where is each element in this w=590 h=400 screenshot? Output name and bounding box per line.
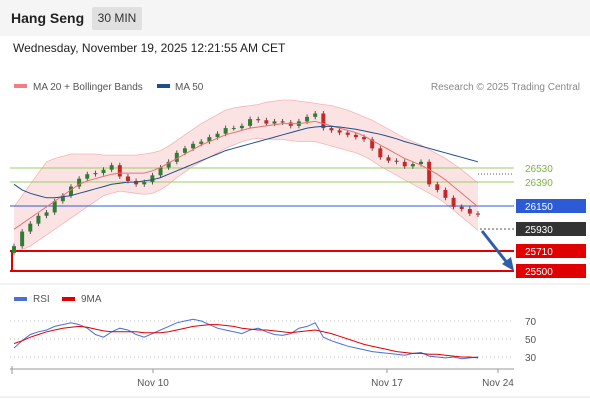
candle-body [467, 209, 472, 214]
watermark: Research © 2025 Trading Central [431, 82, 580, 93]
candle-body [443, 189, 448, 198]
candle-body [370, 139, 375, 149]
candle-body [77, 178, 82, 187]
candle-body [337, 130, 342, 133]
candle-body [125, 176, 130, 181]
candle-body [207, 137, 212, 142]
chart-header: Hang Seng 30 MIN [0, 0, 590, 36]
candle-body [12, 246, 16, 253]
level-label-1: 26390 [525, 178, 553, 189]
candle-body [142, 182, 147, 185]
rsi-line [13, 318, 479, 360]
instrument-title: Hang Seng [11, 10, 85, 26]
candle-body [321, 113, 326, 129]
candle-body [134, 180, 139, 185]
rsi-legend-swatch-0 [14, 297, 27, 301]
candle-body [44, 212, 49, 216]
candle-body [256, 119, 261, 121]
bb-lower-line [13, 137, 479, 253]
candle-body [101, 169, 106, 174]
candle-body [85, 174, 90, 179]
level-label-4: 25710 [525, 247, 553, 258]
level-label-0: 26530 [525, 164, 553, 175]
candle-body [231, 128, 236, 130]
candle-body [174, 152, 179, 162]
candle-body [109, 165, 114, 170]
candle-body [182, 148, 187, 153]
candle-body [378, 148, 383, 158]
level-label-5: 25500 [525, 267, 553, 278]
rsi-tick-30: 30 [525, 353, 537, 364]
x-tick-label-0: Nov 10 [137, 378, 169, 389]
candle-body [52, 201, 57, 213]
candle-body [60, 195, 65, 202]
level-badge-5 [516, 264, 586, 278]
legend-label-0: MA 20 + Bollinger Bands [33, 82, 143, 93]
timeframe-button[interactable]: 30 MIN [92, 7, 142, 30]
candle-body [362, 137, 367, 140]
candle-body [239, 125, 244, 129]
candle-body [305, 116, 310, 122]
candle-body [20, 231, 25, 247]
legend-swatch-0 [14, 84, 27, 88]
level-badge-3 [516, 222, 586, 236]
candle-body [451, 197, 456, 207]
candle-body [288, 122, 293, 126]
candle-body [427, 161, 432, 185]
candle-body [93, 173, 98, 175]
rsi-tick-70: 70 [525, 317, 537, 328]
bollinger-band-area [14, 100, 478, 252]
candle-body [419, 161, 424, 165]
candle-body [215, 133, 220, 138]
level-label-2: 26150 [525, 202, 553, 213]
ma50-line [13, 125, 479, 199]
ma20-line [13, 120, 479, 230]
candle-body [68, 186, 73, 196]
candle-body [435, 184, 440, 190]
candle-body [313, 113, 318, 117]
candle-body [329, 128, 334, 131]
candle-body [345, 132, 350, 135]
forecast-arrow-head [502, 257, 514, 271]
rsi-legend-swatch-1 [62, 297, 75, 301]
candle-body [117, 165, 122, 177]
candle-body [402, 161, 407, 167]
rsi-legend-label-0: RSI [33, 294, 50, 305]
candle-body [150, 175, 155, 183]
x-tick-label-1: Nov 17 [371, 378, 403, 389]
candle-body [191, 143, 196, 149]
x-tick-label-2: Nov 24 [482, 378, 514, 389]
candle-body [410, 164, 415, 167]
candle-body [280, 121, 285, 123]
level-badge-4 [516, 244, 586, 258]
candle-body [386, 157, 391, 161]
bb-upper-line [13, 99, 479, 208]
candle-body [264, 120, 269, 124]
candle-body [248, 119, 253, 126]
candle-body [166, 161, 171, 168]
candle-body [272, 121, 277, 124]
candle-body [459, 206, 464, 210]
legend-label-1: MA 50 [175, 82, 204, 93]
level-badge-2 [516, 199, 586, 213]
candle-body [28, 223, 33, 232]
timestamp: Wednesday, November 19, 2025 12:21:55 AM… [13, 41, 286, 55]
forecast-arrow-shaft [480, 230, 510, 265]
candle-body [353, 134, 358, 138]
rsi-ma9-line [13, 324, 479, 359]
legend-swatch-1 [157, 84, 170, 88]
rsi-legend-label-1: 9MA [81, 294, 102, 305]
rsi-tick-50: 50 [525, 335, 537, 346]
candle-body [394, 160, 399, 162]
candle-body [199, 141, 204, 144]
level-label-3: 25930 [525, 225, 553, 236]
candle-body [36, 215, 41, 224]
candle-body [223, 128, 228, 134]
candle-body [158, 167, 163, 176]
candle-body [476, 213, 480, 215]
